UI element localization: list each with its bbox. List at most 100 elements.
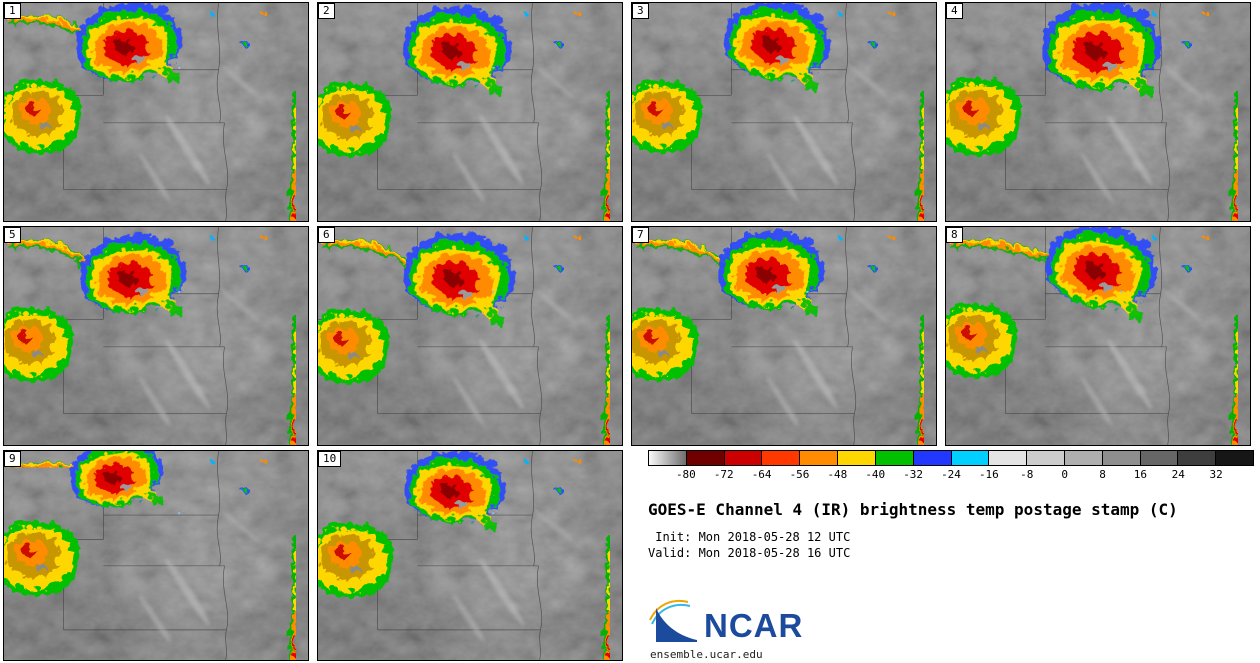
panel-number-label: 3 <box>632 3 649 19</box>
satellite-image <box>4 227 308 445</box>
panel-2: 2 <box>317 2 623 222</box>
east-convective-band <box>598 310 612 445</box>
main-storm <box>65 451 163 505</box>
site-url: ensemble.ucar.edu <box>650 648 763 661</box>
colorbar-segment <box>1216 451 1253 465</box>
colorbar-segment <box>875 451 914 465</box>
colorbar-segment <box>1140 451 1179 465</box>
colorbar-tick-label: -32 <box>903 468 924 481</box>
colorbar-tick-label: -40 <box>865 468 886 481</box>
satellite-image <box>318 227 622 445</box>
colorbar-tick-label: 8 <box>1099 468 1106 481</box>
colorbar-segment <box>649 451 687 465</box>
cirrus-streaks <box>1081 65 1203 203</box>
east-convective-band <box>284 531 298 660</box>
cirrus-streaks <box>453 510 575 643</box>
east-convective-band <box>912 310 926 445</box>
panel-number-label: 6 <box>318 227 335 243</box>
west-storm-cluster <box>4 517 79 593</box>
west-storm-cluster <box>632 304 698 378</box>
west-storm-cluster <box>318 305 389 381</box>
cirrus-streaks <box>139 289 261 427</box>
east-convective-band <box>598 531 612 660</box>
colorbar-segment <box>838 451 876 465</box>
main-storm <box>71 3 179 79</box>
panel-number-label: 7 <box>632 227 649 243</box>
cloud-specks <box>804 231 891 292</box>
west-storm-cluster <box>946 73 1021 153</box>
panel-number-label: 5 <box>4 227 21 243</box>
colorbar-tick-label: 16 <box>1133 468 1147 481</box>
satellite-image <box>4 451 308 660</box>
cloud-specks <box>490 231 577 292</box>
satellite-image <box>318 451 622 660</box>
cirrus-streaks <box>453 65 575 203</box>
colorbar-segment <box>1102 451 1141 465</box>
panel-8: 8 <box>945 226 1251 446</box>
colorbar-segment <box>1064 451 1103 465</box>
colorbar-tick-label: 24 <box>1171 468 1185 481</box>
panel-10: 10 <box>317 450 623 661</box>
satellite-image <box>946 227 1250 445</box>
colorbar-segment <box>951 451 990 465</box>
panel-6: 6 <box>317 226 623 446</box>
panel-number-label: 8 <box>946 227 963 243</box>
main-storm <box>398 3 509 92</box>
satellite-image <box>946 3 1250 221</box>
cirrus-streaks <box>1081 289 1203 427</box>
cloud-specks <box>176 231 263 292</box>
panel-number-label: 1 <box>4 3 21 19</box>
cirrus-streaks <box>139 510 261 643</box>
west-storm-cluster <box>318 518 393 594</box>
main-storm <box>713 227 821 312</box>
west-storm-cluster <box>4 303 73 379</box>
west-storm-cluster <box>318 78 391 154</box>
panel-3: 3 <box>631 2 937 222</box>
panel-5: 5 <box>3 226 309 446</box>
colorbar-tick-label: 32 <box>1209 468 1223 481</box>
valid-time: Valid: Mon 2018-05-28 16 UTC <box>648 546 851 560</box>
cloud-specks <box>1118 231 1205 292</box>
colorbar-segment <box>989 451 1028 465</box>
colorbar-segment <box>1178 451 1217 465</box>
east-convective-band <box>598 86 612 221</box>
satellite-image <box>4 3 308 221</box>
colorbar-tick-label: 0 <box>1061 468 1068 481</box>
satellite-image <box>318 3 622 221</box>
panel-number-label: 2 <box>318 3 335 19</box>
panel-7: 7 <box>631 226 937 446</box>
cloud-specks <box>1118 7 1205 68</box>
colorbar-segment <box>800 451 839 465</box>
east-convective-band <box>284 310 298 445</box>
satellite-image <box>632 3 936 221</box>
ncar-logo: NCAR <box>648 598 803 644</box>
colorbar-segment <box>913 451 952 465</box>
west-storm-cluster <box>946 299 1017 375</box>
east-convective-band <box>912 86 926 221</box>
colorbar-tick-label: -56 <box>789 468 810 481</box>
colorbar-tick-label: -64 <box>751 468 772 481</box>
panel-1: 1 <box>3 2 309 222</box>
panel-number-label: 10 <box>318 451 342 467</box>
colorbar-segment <box>762 451 801 465</box>
panel-number-label: 9 <box>4 451 21 467</box>
main-storm <box>399 228 512 323</box>
colorbar-tick-label: -80 <box>675 468 696 481</box>
colorbar-tick-label: -48 <box>827 468 848 481</box>
init-time: Init: Mon 2018-05-28 12 UTC <box>648 530 851 544</box>
west-storm-cluster <box>632 76 702 150</box>
main-storm <box>720 3 828 89</box>
cloud-specks <box>490 455 577 514</box>
cloud-specks <box>176 455 263 514</box>
cloud-specks <box>490 7 577 68</box>
colorbar-tick-label: -24 <box>941 468 961 481</box>
cirrus-streaks <box>767 65 889 203</box>
colorbar-tick-label: -72 <box>713 468 734 481</box>
east-convective-band <box>284 86 298 221</box>
main-storm <box>1042 227 1155 318</box>
satellite-image <box>632 227 936 445</box>
west-storm-cluster <box>4 75 81 151</box>
main-storm <box>75 230 183 313</box>
panel-9: 9 <box>3 450 309 661</box>
